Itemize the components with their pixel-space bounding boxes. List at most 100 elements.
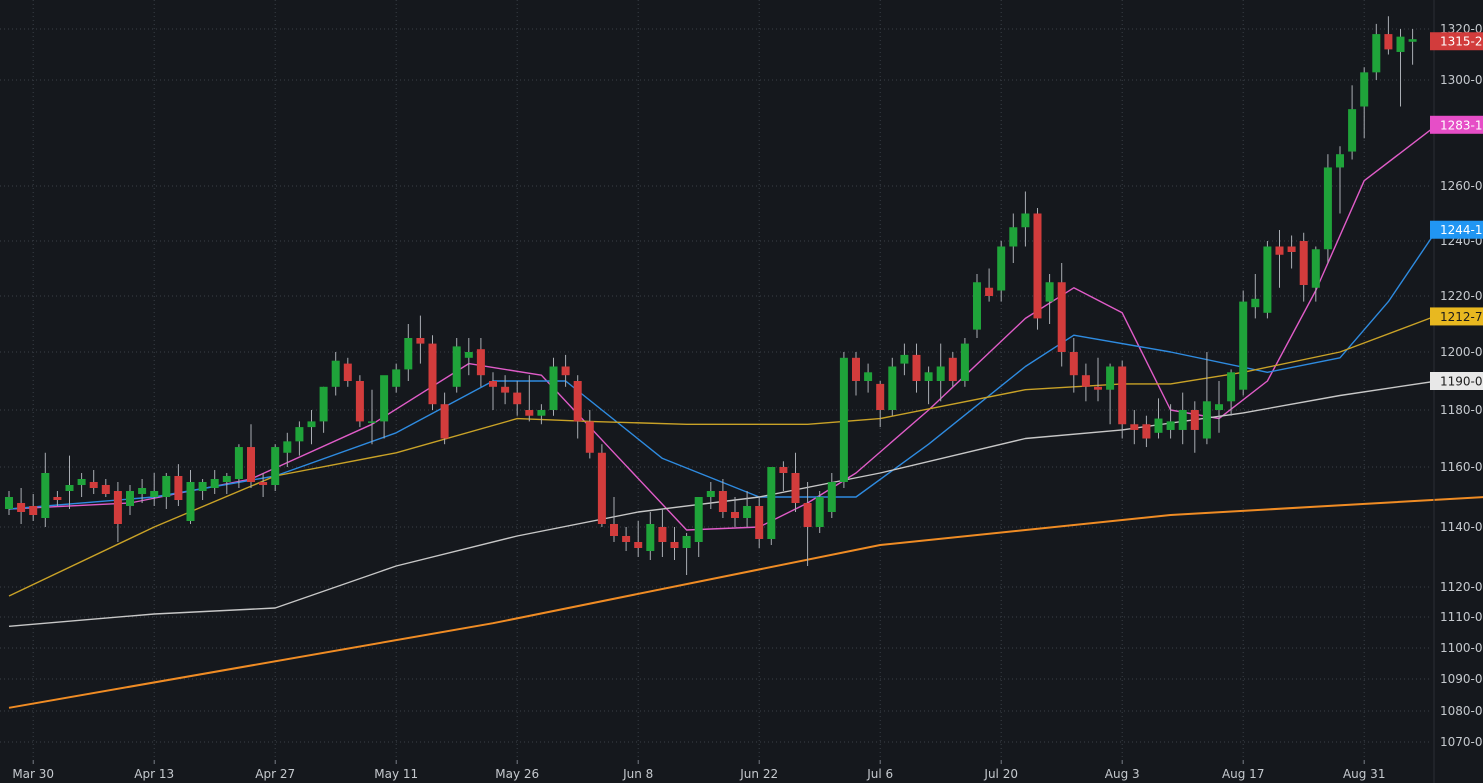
- candle-body: [1130, 424, 1139, 430]
- candle: [1275, 230, 1284, 288]
- price-tag-text: 1315-2: [1440, 35, 1483, 49]
- candle-body: [924, 372, 933, 381]
- candle: [247, 424, 255, 488]
- candle: [295, 421, 304, 456]
- candle-body: [573, 381, 582, 422]
- candle: [1336, 146, 1344, 214]
- candle: [525, 375, 534, 422]
- candle-body: [694, 497, 703, 542]
- price-tag: 1212-7: [1430, 307, 1483, 326]
- candle: [174, 464, 183, 506]
- candle: [1384, 16, 1393, 55]
- candle: [259, 473, 268, 497]
- candle-body: [416, 338, 425, 344]
- candle: [53, 491, 62, 506]
- candle-body: [948, 357, 957, 381]
- candle: [1202, 352, 1211, 445]
- candle-body: [65, 485, 74, 491]
- candle-body: [428, 343, 437, 405]
- candle: [392, 363, 401, 393]
- candle-body: [827, 482, 836, 512]
- x-tick-label: Apr 13: [134, 767, 174, 781]
- price-tag-bg: [1430, 372, 1483, 390]
- candle-body: [440, 404, 449, 439]
- price-tag: 1244-1: [1430, 220, 1483, 239]
- price-tag-bg: [1430, 115, 1483, 134]
- y-axis: 1070-0 1080-0 1090-0 1100-0 1110-0 1120-0 1140…: [1433, 0, 1483, 783]
- candle: [1227, 369, 1236, 416]
- y-tick-label: 1180-0: [1440, 403, 1483, 417]
- candle-body: [839, 357, 848, 482]
- price-tag-bg: [1430, 220, 1483, 239]
- candle-body: [1166, 421, 1175, 430]
- candle-body: [234, 447, 243, 479]
- candle: [1287, 235, 1296, 269]
- candle-body: [1348, 109, 1357, 152]
- candle-body: [513, 392, 522, 405]
- candle-body: [1094, 386, 1102, 390]
- candle-body: [525, 410, 534, 416]
- candle: [138, 479, 147, 503]
- candle: [985, 268, 994, 302]
- candle: [779, 461, 788, 491]
- candle-body: [331, 360, 340, 387]
- candle-body: [53, 497, 62, 500]
- y-tick-label: 1300-0: [1440, 73, 1483, 87]
- candle-body: [1299, 241, 1308, 285]
- candle-body: [138, 488, 147, 494]
- candle-body: [380, 375, 389, 422]
- candle: [222, 473, 231, 494]
- candle: [1021, 191, 1030, 247]
- candle-body: [150, 491, 159, 497]
- x-tick-label: Jun 8: [622, 767, 653, 781]
- candle-body: [743, 506, 752, 518]
- x-tick-label: Aug 31: [1343, 767, 1386, 781]
- candlestick-series: [5, 16, 1417, 575]
- candle-body: [706, 491, 715, 497]
- candle-body: [1227, 372, 1236, 402]
- candle-body: [634, 542, 643, 548]
- x-tick-label: Jun 22: [739, 767, 778, 781]
- candle-body: [1142, 424, 1151, 439]
- candle: [610, 497, 618, 542]
- candle: [331, 352, 340, 396]
- candle: [1057, 263, 1066, 367]
- price-tag: 1190-0: [1430, 372, 1483, 390]
- candle-body: [1263, 246, 1272, 313]
- candle-body: [670, 542, 679, 548]
- candle: [489, 372, 497, 410]
- candle: [1190, 401, 1199, 453]
- candle-body: [1311, 249, 1320, 288]
- candle: [646, 512, 655, 560]
- candle-body: [489, 381, 497, 387]
- candle: [476, 338, 485, 387]
- candle: [1033, 208, 1042, 330]
- candle-body: [1360, 72, 1369, 107]
- candle-body: [1215, 404, 1223, 410]
- candle-body: [77, 479, 86, 485]
- candle: [198, 479, 207, 500]
- price-labels: 1315-2 1283-1 1244-1 1212-7 1190-0: [1430, 32, 1483, 390]
- candle: [864, 363, 873, 393]
- candle: [1142, 415, 1151, 448]
- candle-body: [222, 476, 231, 482]
- candle: [1251, 274, 1260, 319]
- candle-body: [767, 467, 776, 539]
- candle: [1215, 381, 1223, 433]
- candle: [1009, 213, 1018, 263]
- candle: [65, 455, 74, 509]
- y-tick-label: 1080-0: [1440, 704, 1483, 718]
- candle: [803, 482, 812, 566]
- candle-body: [1106, 366, 1115, 390]
- candle: [888, 357, 897, 416]
- candle-body: [41, 473, 50, 518]
- candle: [876, 381, 885, 428]
- candle: [694, 497, 703, 557]
- candle-body: [658, 527, 667, 542]
- candle-body: [198, 482, 207, 491]
- candle: [126, 485, 134, 515]
- y-tick-label: 1100-0: [1440, 641, 1483, 655]
- candle-body: [1021, 213, 1030, 228]
- candle: [1323, 154, 1332, 263]
- candle: [501, 375, 510, 405]
